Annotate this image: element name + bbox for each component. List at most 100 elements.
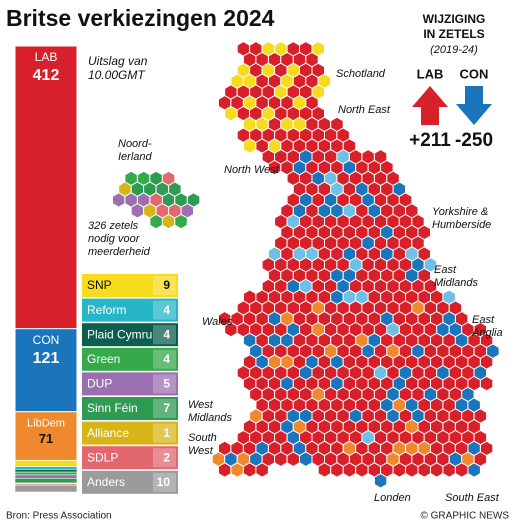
change-period: (2019-24) (430, 44, 478, 56)
region-label: Schotland (336, 68, 386, 80)
region-label: East (434, 264, 457, 276)
region-label: West (188, 399, 214, 411)
credit: © GRAPHIC NEWS (421, 511, 510, 522)
row-value-bg (153, 300, 176, 320)
party-name: SNP (87, 278, 112, 292)
source: Bron: Press Association (6, 511, 112, 522)
change-arrow (412, 86, 448, 125)
row-bg (82, 397, 178, 420)
row-value-bg (153, 325, 176, 345)
hex (130, 203, 145, 219)
hex (218, 462, 232, 478)
hex (373, 473, 388, 489)
hex (405, 462, 419, 478)
segment-value: 71 (39, 431, 53, 446)
hex (286, 451, 300, 467)
row-value-bg (153, 399, 176, 418)
hex (174, 213, 188, 230)
bar-segment (14, 471, 78, 476)
row-value-bg (153, 423, 176, 443)
party-name: Anders (87, 475, 125, 489)
region-label: Humberside (432, 219, 491, 231)
hex (442, 462, 456, 478)
row-value-bg (153, 349, 176, 369)
party-seats: 4 (163, 303, 170, 317)
hex (355, 462, 369, 478)
row-value-bg (153, 374, 176, 394)
segment-name: CON (33, 333, 60, 347)
hex (161, 213, 176, 230)
change-arrow (456, 86, 492, 125)
region-label: South (188, 432, 217, 444)
segment-name: LibDem (27, 418, 65, 430)
party-seats: 1 (163, 426, 170, 440)
region-label: Yorkshire & (432, 206, 488, 218)
hex-map (112, 41, 500, 489)
segment-value: 121 (33, 350, 60, 367)
note: Uitslag van (88, 54, 148, 68)
hex (392, 462, 406, 478)
segment-name: LAB (35, 50, 58, 64)
bar-segment (14, 474, 78, 479)
party-seats: 9 (163, 278, 170, 292)
row-value-bg (153, 448, 176, 468)
row-bg (82, 323, 178, 347)
region-label: East (472, 314, 495, 326)
hex (342, 462, 357, 478)
region-label: North West (224, 164, 280, 176)
row-value-bg (153, 276, 176, 295)
region-label: Londen (374, 492, 411, 504)
region-label: Noord- (118, 138, 152, 150)
region-label: Midlands (434, 277, 479, 289)
hex (479, 375, 494, 392)
bar-segment (14, 328, 78, 413)
party-name: SDLP (87, 450, 118, 464)
party-seats: 2 (163, 450, 170, 464)
row-bg (82, 274, 178, 297)
party-seats: 4 (163, 327, 170, 341)
majority-note: nodig voor (88, 233, 141, 245)
bar-segment (14, 460, 78, 467)
title: Britse verkiezingen 2024 (6, 5, 275, 31)
party-seats: 4 (163, 352, 170, 366)
hex (255, 462, 269, 478)
party-name: Alliance (87, 426, 129, 440)
row-bg (82, 298, 178, 322)
row-bg (82, 446, 178, 470)
change-title: WIJZIGING (423, 12, 486, 26)
region-label: Wales (202, 316, 233, 328)
hex (112, 192, 126, 208)
region-label: West (188, 445, 214, 457)
hex (317, 462, 332, 478)
bar-segment (14, 484, 78, 493)
row-bg (82, 421, 178, 445)
party-name: DUP (87, 377, 112, 391)
hex (430, 462, 444, 478)
hex (224, 105, 238, 122)
party-name: Sinn Féin (87, 401, 138, 415)
region-label: Anglia (471, 327, 503, 339)
bar-segment (14, 477, 78, 484)
bar-segment (14, 45, 78, 330)
hex (230, 462, 244, 478)
hex (467, 462, 481, 478)
row-value-bg (153, 472, 176, 492)
change-party: CON (460, 66, 489, 81)
party-seats: 7 (163, 401, 170, 415)
majority-note: 326 zetels (88, 220, 139, 232)
change-value: +211 (409, 130, 451, 151)
bar-segment (14, 466, 78, 470)
party-name: Reform (87, 303, 126, 317)
region-label: North East (338, 104, 391, 116)
hex (454, 462, 469, 478)
hex (242, 462, 257, 478)
change-party: LAB (417, 66, 444, 81)
party-seats: 5 (163, 377, 170, 391)
hex (242, 138, 257, 154)
hex (274, 451, 288, 467)
party-name: Plaid Cymru (87, 327, 152, 341)
party-name: Green (87, 352, 120, 366)
row-bg (82, 347, 178, 371)
region-label: Midlands (188, 412, 233, 424)
